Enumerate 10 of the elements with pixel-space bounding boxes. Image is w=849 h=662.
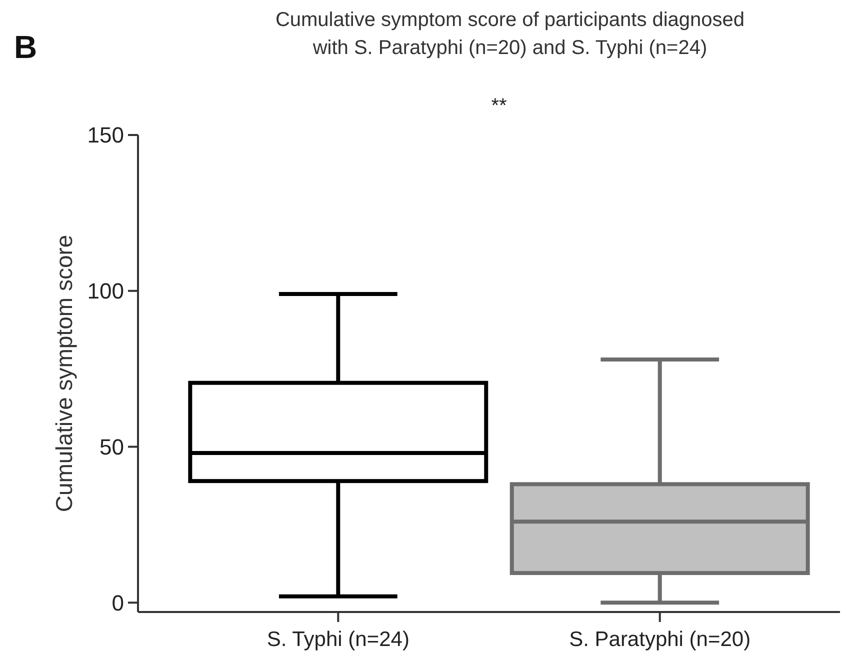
y-tick-label: 100 xyxy=(87,278,124,304)
x-tick-label: S. Paratyphi (n=20) xyxy=(569,628,751,651)
x-tick-label: S. Typhi (n=24) xyxy=(266,628,410,651)
text: B xyxy=(14,29,38,65)
text: ** xyxy=(491,95,507,117)
y-tick-label: 50 xyxy=(100,434,124,460)
chart-title: Cumulative symptom score of participants diagnosed with S. Paratyphi (n=20) and S. Typhi (n=24) xyxy=(275,9,745,59)
y-axis-title: Cumulative symptom score xyxy=(51,234,77,512)
y-tick-label: 150 xyxy=(87,122,124,148)
y-tick-label: 0 xyxy=(112,590,124,616)
